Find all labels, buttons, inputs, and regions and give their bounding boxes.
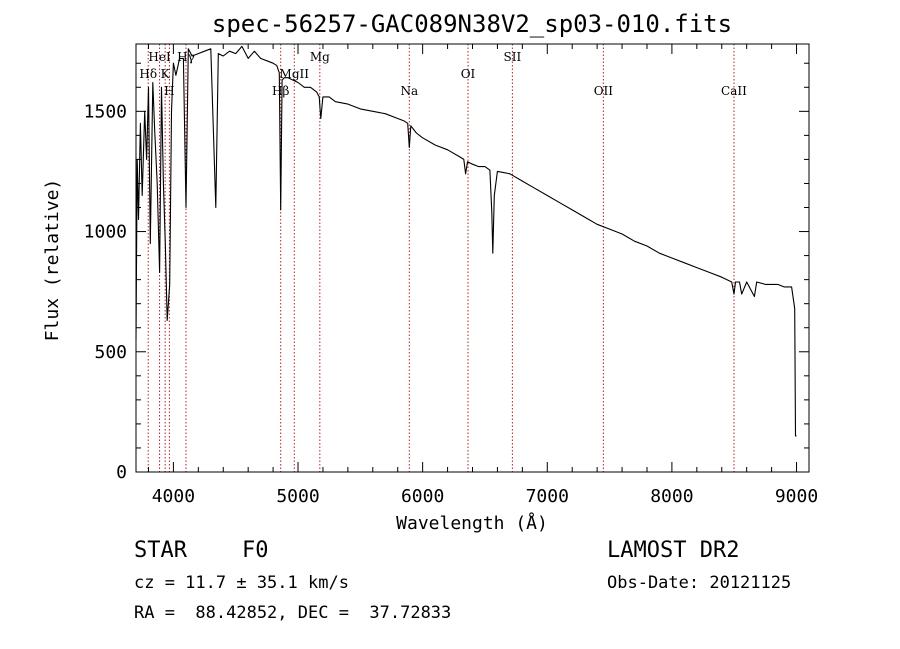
object-type: STAR [134,538,187,563]
marker-lines [147,44,735,472]
marker-label: OII [594,84,614,98]
x-tick-label: 4000 [152,486,195,507]
y-axis-ticks: 0 500 1000 1500 [84,62,809,483]
marker-label: Na [400,84,418,98]
plot-frame [135,43,810,473]
marker-label: Hβ [272,84,289,98]
y-tick-label: 500 [94,342,127,363]
y-tick-label: 1500 [84,101,127,122]
marker-label: Mg [310,50,330,64]
x-axis-ticks: 4000 5000 6000 7000 8000 9000 [147,44,818,507]
x-tick-label: 7000 [526,486,569,507]
object-subclass: F0 [242,538,269,563]
marker-label: SII [504,50,522,64]
marker-label: OI [461,67,476,81]
observation-date: Obs-Date: 20121125 [607,573,792,593]
x-tick-label: 6000 [401,486,444,507]
chart-title: spec-56257-GAC089N38V2_sp03-010.fits [212,10,732,38]
y-tick-label: 0 [116,462,127,483]
x-tick-label: 9000 [775,486,818,507]
x-tick-label: 8000 [650,486,693,507]
y-tick-label: 1000 [84,222,127,243]
redshift-cz: cz = 11.7 ± 35.1 km/s [134,573,349,593]
marker-label: K [161,67,171,81]
x-axis-label: Wavelength (Å) [396,512,548,534]
marker-label: Hδ [139,67,157,81]
marker-label: HeI [148,50,171,64]
marker-label: CaII [721,84,747,98]
marker-label: Hγ [177,50,195,64]
coordinates: RA = 88.42852, DEC = 37.72833 [134,603,452,623]
survey-name: LAMOST DR2 [607,538,740,563]
marker-label: H [164,84,174,98]
y-axis-label: Flux (relative) [42,179,63,342]
marker-label: MgII [280,67,310,81]
x-tick-label: 5000 [276,486,319,507]
spectrum-line [135,45,797,437]
spectrum-series [135,45,797,437]
